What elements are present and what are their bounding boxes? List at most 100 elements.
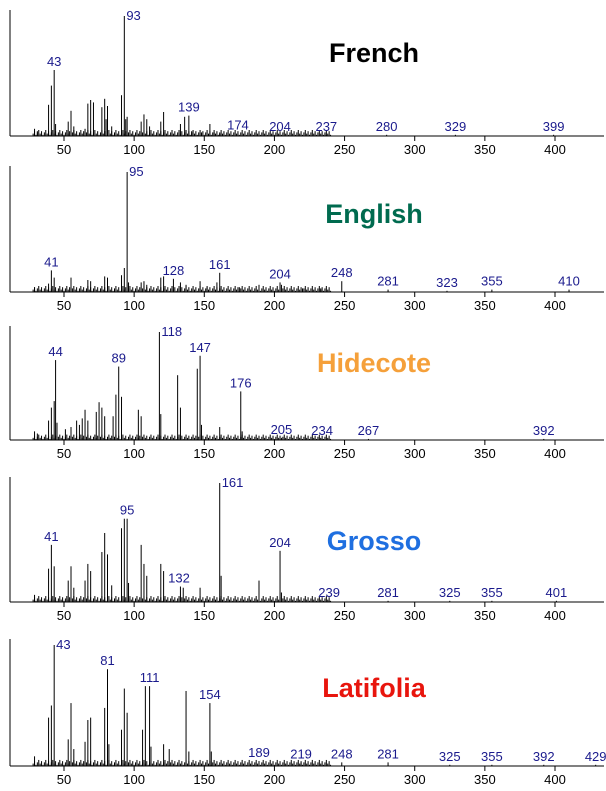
x-tick-label: 300 (404, 298, 426, 313)
x-tick-label: 100 (123, 772, 145, 787)
peak-label: 41 (44, 529, 58, 544)
peak-label: 204 (269, 535, 291, 550)
x-tick-label: 300 (404, 446, 426, 461)
peak-label: 41 (44, 254, 58, 269)
x-tick-label: 200 (264, 298, 286, 313)
peak-label: 204 (269, 119, 291, 134)
spectrum-panel-french: 50 100 150 200 250 300 350 400 43 93 139 174 204 237 2… (9, 8, 604, 157)
x-tick-label: 250 (334, 446, 356, 461)
x-tick-label: 350 (474, 608, 496, 623)
peak-label: 147 (189, 340, 211, 355)
peak-label: 355 (481, 274, 503, 289)
x-tick-label: 400 (544, 446, 566, 461)
x-tick-label: 100 (123, 298, 145, 313)
spectrum-panel-latifolia: 50 100 150 200 250 300 350 400 43 81 111 154 189 219 2… (9, 637, 606, 787)
x-tick-label: 200 (264, 772, 286, 787)
peak-label: 392 (533, 423, 555, 438)
x-tick-label: 200 (264, 608, 286, 623)
peak-label: 410 (558, 274, 580, 289)
peak-label: 325 (439, 585, 461, 600)
peak-label: 392 (533, 749, 555, 764)
x-tick-label: 200 (264, 446, 286, 461)
peak-label: 174 (227, 118, 249, 133)
spectrum-panel-english: 50 100 150 200 250 300 350 400 41 95 128 161 204 248 2… (9, 164, 604, 313)
x-tick-label: 250 (334, 298, 356, 313)
x-tick-label: 50 (57, 772, 71, 787)
peak-label: 248 (331, 746, 353, 761)
x-tick-label: 250 (334, 142, 356, 157)
peak-label: 95 (120, 503, 134, 518)
peak-label: 189 (248, 745, 270, 760)
peak-label: 267 (358, 423, 380, 438)
peak-label: 111 (140, 670, 160, 685)
panel-title: Latifolia (322, 673, 426, 703)
x-tick-label: 150 (193, 142, 215, 157)
peak-label: 44 (48, 344, 62, 359)
peak-label: 219 (290, 746, 312, 761)
peak-label: 139 (178, 100, 200, 115)
x-tick-label: 300 (404, 608, 426, 623)
x-tick-label: 400 (544, 772, 566, 787)
peak-label: 281 (377, 274, 399, 289)
x-tick-label: 200 (264, 142, 286, 157)
peak-label: 43 (56, 637, 70, 652)
peak-label: 81 (100, 653, 114, 668)
x-tick-label: 150 (193, 608, 215, 623)
x-tick-label: 150 (193, 446, 215, 461)
x-tick-label: 50 (57, 298, 71, 313)
peak-label: 399 (543, 119, 565, 134)
peak-label: 281 (377, 746, 399, 761)
peak-label: 237 (315, 119, 337, 134)
x-tick-label: 350 (474, 446, 496, 461)
x-tick-label: 300 (404, 142, 426, 157)
panel-title: Grosso (327, 526, 422, 556)
peak-label: 234 (311, 423, 333, 438)
x-tick-label: 350 (474, 772, 496, 787)
peak-label: 280 (376, 119, 398, 134)
peak-label: 355 (481, 749, 503, 764)
x-tick-label: 300 (404, 772, 426, 787)
x-tick-label: 150 (193, 772, 215, 787)
peak-label: 43 (47, 54, 61, 69)
peak-label: 118 (161, 324, 182, 339)
x-tick-label: 400 (544, 298, 566, 313)
peak-label: 95 (129, 164, 143, 179)
x-tick-label: 100 (123, 142, 145, 157)
x-tick-label: 50 (57, 142, 71, 157)
peak-label: 154 (199, 687, 221, 702)
peak-label: 329 (445, 119, 467, 134)
peak-label: 325 (439, 749, 461, 764)
panel-title: Hidecote (317, 348, 431, 378)
spectrum-panel-grosso: 50 100 150 200 250 300 350 400 41 95 132 161 204 239 2… (9, 475, 604, 623)
x-tick-label: 150 (193, 298, 215, 313)
peak-label: 239 (318, 585, 340, 600)
x-tick-label: 100 (123, 446, 145, 461)
peak-label: 401 (546, 585, 568, 600)
x-tick-label: 100 (123, 608, 145, 623)
peak-label: 161 (209, 257, 231, 272)
x-tick-label: 400 (544, 608, 566, 623)
peak-label: 89 (111, 351, 125, 366)
x-tick-label: 400 (544, 142, 566, 157)
peak-label: 132 (168, 571, 190, 586)
spectrum-panel-hidecote: 50 100 150 200 250 300 350 400 44 89 118 147 176 205 2… (9, 324, 604, 461)
peak-label: 205 (271, 422, 293, 437)
peak-label: 93 (126, 8, 140, 23)
x-tick-label: 250 (334, 772, 356, 787)
peak-label: 176 (230, 375, 252, 390)
peak-label: 355 (481, 585, 503, 600)
x-tick-label: 50 (57, 446, 71, 461)
peak-label: 429 (585, 749, 606, 764)
peak-label: 281 (377, 585, 399, 600)
x-tick-label: 350 (474, 298, 496, 313)
peak-label: 161 (222, 475, 244, 490)
peak-label: 323 (436, 275, 458, 290)
peak-label: 204 (269, 266, 291, 281)
x-tick-label: 250 (334, 608, 356, 623)
x-tick-label: 350 (474, 142, 496, 157)
panel-title: French (329, 38, 419, 68)
peak-label: 128 (163, 263, 185, 278)
peak-label: 248 (331, 265, 353, 280)
x-tick-label: 50 (57, 608, 71, 623)
